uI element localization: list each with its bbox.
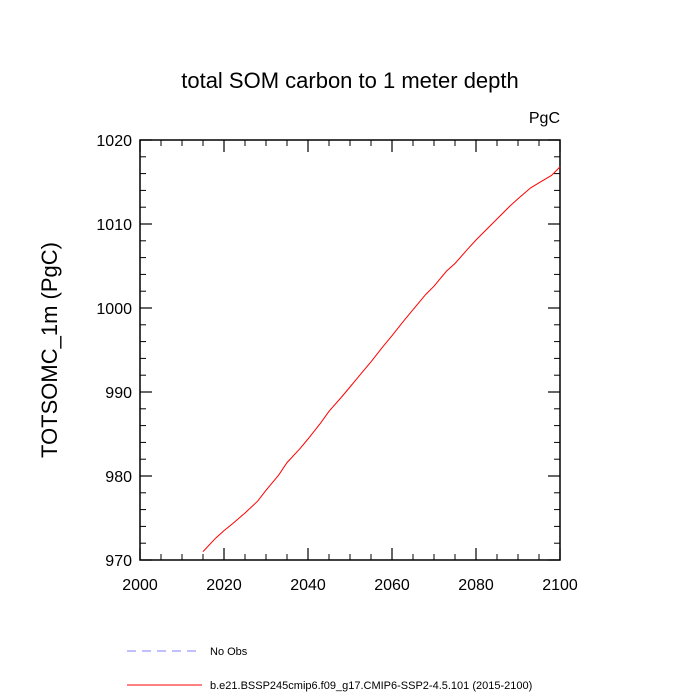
chart-title: total SOM carbon to 1 meter depth: [181, 68, 519, 93]
legend-label-0: No Obs: [210, 646, 248, 658]
y-tick-label: 990: [105, 385, 132, 402]
x-tick-label: 2100: [542, 577, 578, 594]
x-tick-label: 2000: [122, 577, 158, 594]
y-tick-label: 1020: [96, 133, 132, 150]
x-tick-label: 2080: [458, 577, 494, 594]
y-tick-label: 1000: [96, 301, 132, 318]
x-tick-label: 2020: [206, 577, 242, 594]
plot-frame: [139, 139, 561, 561]
y-axis-label: TOTSOMC_1m (PgC): [37, 242, 62, 458]
y-axis-ticks: 970 980 990 1000 1010 1020: [96, 133, 560, 570]
series-layer: [202, 166, 561, 552]
x-axis-ticks: 2000 2020 2040 2060 2080 2100: [122, 140, 578, 594]
x-tick-label: 2040: [290, 577, 326, 594]
y-tick-label: 1010: [96, 217, 132, 234]
units-label: PgC: [529, 110, 560, 127]
y-tick-label: 980: [105, 469, 132, 486]
y-tick-label: 970: [105, 553, 132, 570]
series-line-1: [202, 166, 561, 552]
legend: No Obs b.e21.BSSP245cmip6.f09_g17.CMIP6-S…: [127, 646, 532, 692]
x-tick-label: 2060: [374, 577, 410, 594]
legend-label-1: b.e21.BSSP245cmip6.f09_g17.CMIP6-SSP2-4.…: [210, 680, 532, 692]
